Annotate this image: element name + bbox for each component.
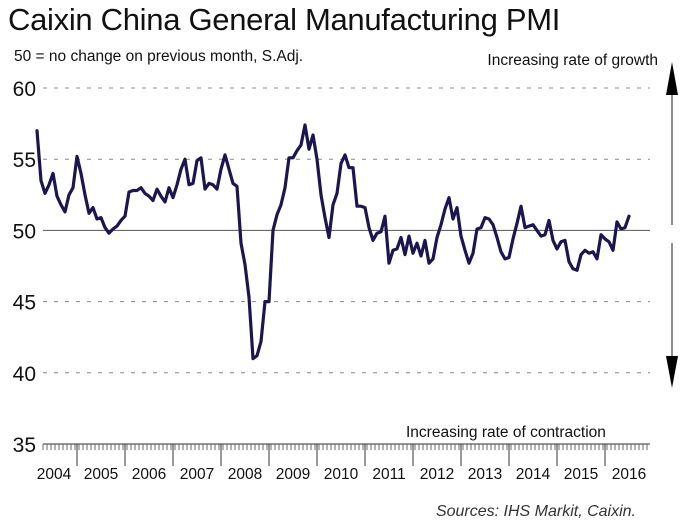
y-tick-label: 45 bbox=[13, 292, 36, 315]
x-tick-label: 2007 bbox=[180, 466, 214, 483]
x-tick-label: 2011 bbox=[372, 466, 405, 483]
pmi-series-line bbox=[35, 123, 631, 361]
arrow-down-icon bbox=[666, 356, 678, 388]
x-axis: 2004 2005 2006 2007 2008 2009 2010 2011 2012 2013… bbox=[37, 443, 650, 483]
chart-subtitle: 50 = no change on previous month, S.Adj. bbox=[14, 48, 304, 65]
x-tick-label: 2016 bbox=[612, 466, 646, 483]
contraction-annotation: Increasing rate of contraction bbox=[406, 424, 606, 441]
x-tick-label: 2004 bbox=[37, 466, 72, 483]
arrow-up-icon bbox=[666, 62, 678, 95]
x-tick-label: 2015 bbox=[564, 466, 598, 483]
x-tick-label: 2006 bbox=[132, 466, 166, 483]
grid-lines bbox=[43, 87, 650, 374]
x-tick-label: 2010 bbox=[324, 466, 359, 483]
x-tick-label: 2008 bbox=[228, 466, 262, 483]
source-note: Sources: IHS Markit, Caixin. bbox=[435, 503, 636, 520]
x-tick-label: 2014 bbox=[516, 466, 551, 483]
direction-arrows bbox=[666, 62, 678, 388]
chart-title: Caixin China General Manufacturing PMI bbox=[8, 2, 561, 37]
x-tick-label: 2009 bbox=[276, 466, 310, 483]
x-tick-label: 2005 bbox=[84, 466, 118, 483]
y-tick-label: 35 bbox=[13, 434, 36, 457]
y-tick-label: 60 bbox=[13, 78, 36, 101]
y-tick-label: 40 bbox=[13, 363, 36, 386]
x-tick-label: 2012 bbox=[420, 466, 454, 483]
growth-annotation: Increasing rate of growth bbox=[487, 52, 658, 69]
series-group bbox=[35, 123, 631, 361]
x-tick-label: 2013 bbox=[468, 466, 502, 483]
y-axis: 35 40 45 50 55 60 bbox=[13, 78, 36, 457]
y-tick-label: 50 bbox=[13, 220, 36, 243]
y-tick-label: 55 bbox=[13, 149, 36, 172]
